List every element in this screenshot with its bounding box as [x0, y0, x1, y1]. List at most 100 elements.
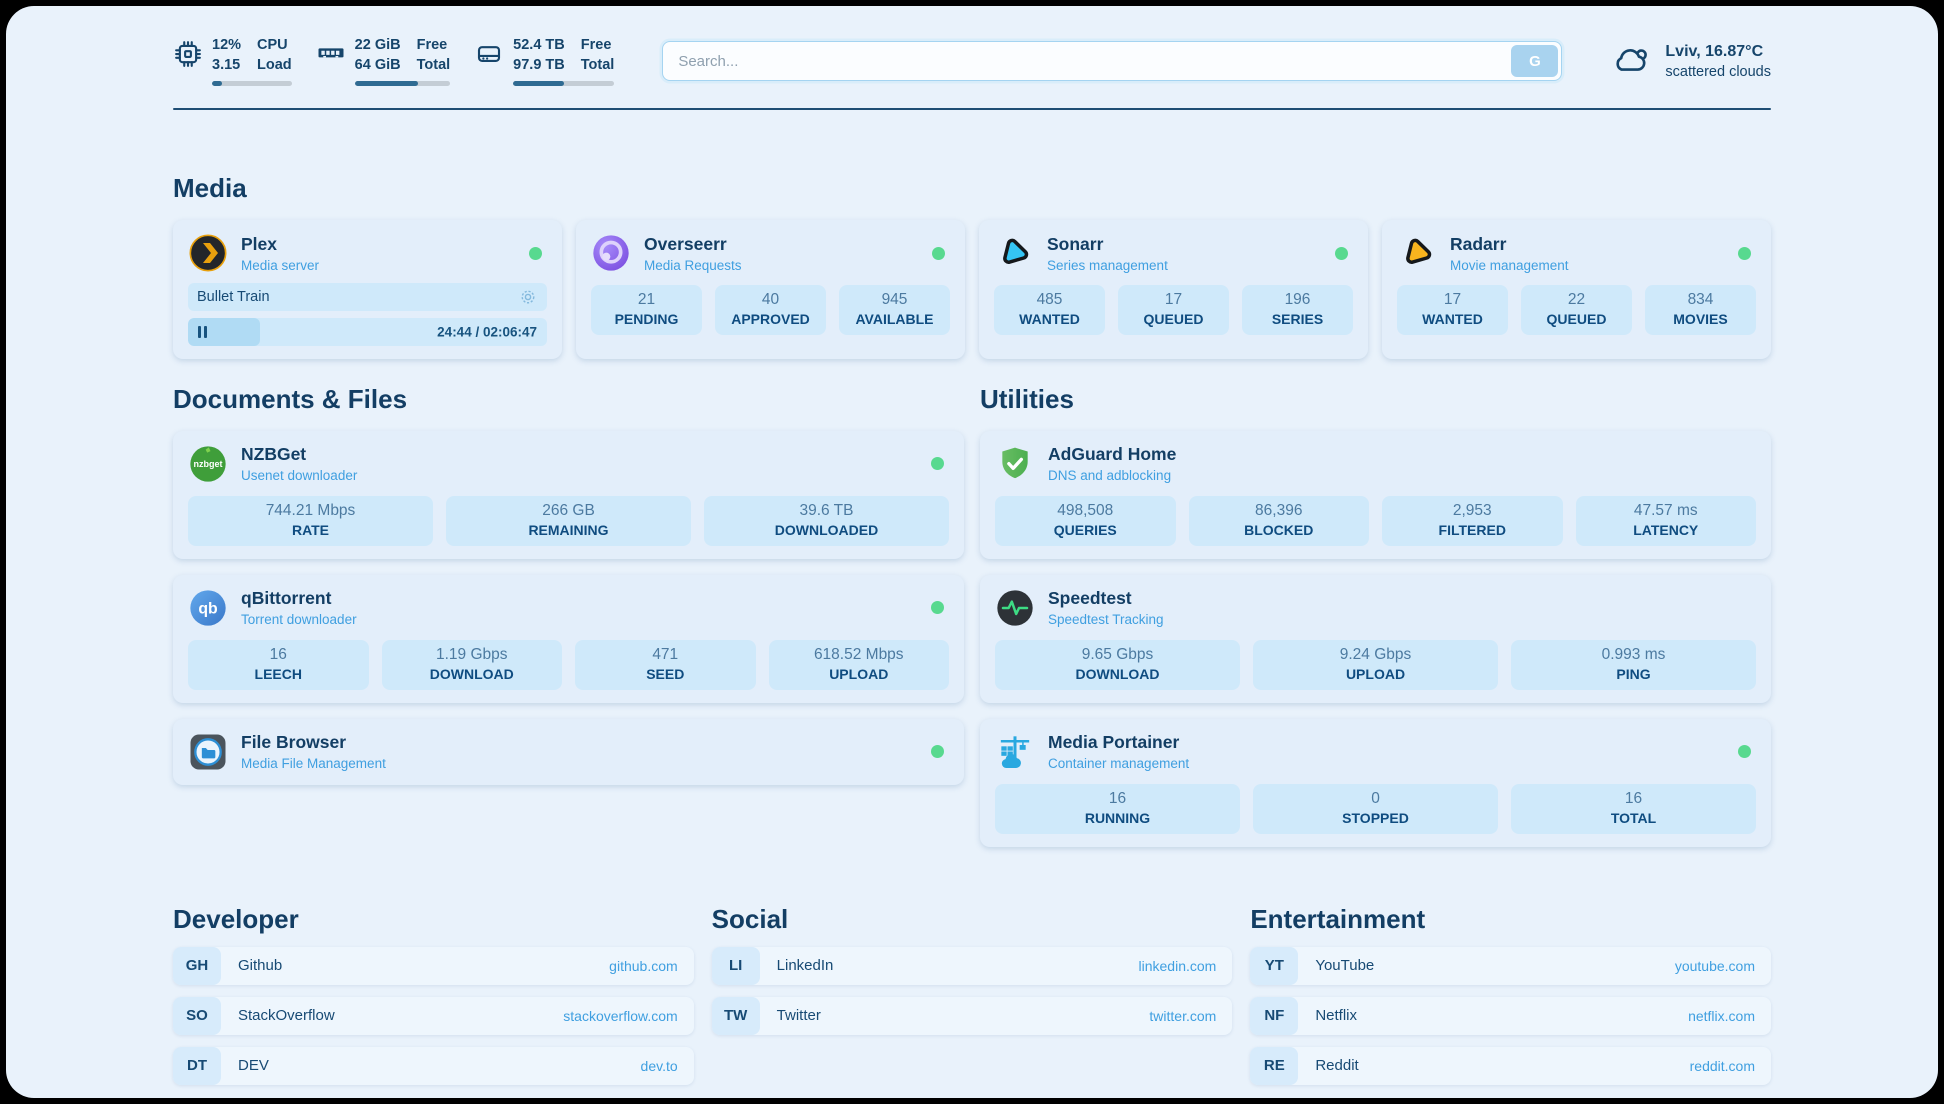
stat-upload: 9.24 Gbps UPLOAD [1253, 639, 1498, 690]
section-title-media: Media [173, 173, 247, 204]
weather-condition: scattered clouds [1665, 63, 1771, 80]
search-bar: G [662, 41, 1563, 82]
app-title: Radarr [1450, 233, 1507, 254]
stat-wanted: 485 WANTED [994, 285, 1105, 336]
nzbget-icon: nzbget [188, 444, 228, 484]
now-playing-row: Bullet Train [188, 283, 547, 312]
stat-filtered: 2,953 FILTERED [1382, 495, 1563, 546]
app-card-overseerr[interactable]: Overseerr Media Requests 21 PENDING 40 APP… [576, 220, 965, 360]
player-settings-icon[interactable] [518, 287, 538, 307]
player-progress-row: 24:44 / 02:06:47 [188, 318, 547, 347]
ram-widget: 22 GiB 64 GiB Free Total [316, 36, 451, 87]
app-subtitle: Usenet downloader [241, 468, 358, 484]
status-dot [931, 601, 944, 615]
topbar-divider [173, 108, 1771, 111]
app-subtitle: Media server [241, 257, 320, 273]
qbittorrent-icon: qb [188, 588, 228, 628]
app-title: Media Portainer [1048, 732, 1180, 753]
section-social: Social LI LinkedIn linkedin.com TW Twitt… [711, 904, 1233, 1035]
cpu-icon [173, 39, 203, 74]
stat-download: 9.65 Gbps DOWNLOAD [995, 639, 1240, 690]
app-card-adguard[interactable]: AdGuard Home DNS and adblocking 498,508 Q… [980, 430, 1771, 559]
link-url: twitter.com [1149, 1007, 1217, 1024]
section-utilities: Utilities AdGuard Home DNS and adblockin… [980, 384, 1771, 847]
link-url: stackoverflow.com [563, 1007, 678, 1024]
ram-free-label: Free [416, 37, 448, 53]
app-card-sonarr[interactable]: Sonarr Series management 485 WANTED 17 QUE… [979, 220, 1368, 360]
svg-text:qb: qb [198, 601, 218, 618]
link-name: LinkedIn [776, 957, 834, 975]
stat-available: 945 AVAILABLE [839, 285, 950, 336]
stat-downloaded: 39.6 TB DOWNLOADED [704, 495, 949, 546]
status-dot [932, 246, 945, 260]
link-youtube[interactable]: YT YouTube youtube.com [1250, 946, 1771, 985]
app-card-speedtest[interactable]: Speedtest Speedtest Tracking 9.65 Gbps DO… [980, 574, 1771, 703]
app-card-plex[interactable]: Plex Media server Bullet Train 24:44 / 0… [173, 220, 562, 360]
svg-text:nzbget: nzbget [194, 459, 223, 469]
stat-queries: 498,508 QUERIES [995, 495, 1176, 546]
filebrowser-icon [188, 732, 228, 772]
stat-upload: 618.52 Mbps UPLOAD [768, 639, 949, 690]
disk-total-label: Total [580, 56, 615, 73]
stat-leech: 16 LEECH [188, 639, 369, 690]
link-name: Netflix [1315, 1007, 1358, 1025]
search-input[interactable] [662, 41, 1563, 82]
stat-latency: 47.57 ms LATENCY [1575, 495, 1756, 546]
status-dot [931, 745, 944, 759]
app-title: NZBGet [241, 444, 307, 465]
link-name: Twitter [776, 1007, 821, 1025]
stat-seed: 471 SEED [575, 639, 756, 690]
top-bar: 12% 3.15 CPU Load 22 GiB 64 Gi [173, 36, 1771, 87]
link-badge: GH [173, 946, 221, 985]
now-playing-title: Bullet Train [197, 289, 270, 306]
pause-icon[interactable] [198, 326, 207, 339]
app-subtitle: Torrent downloader [241, 612, 357, 628]
link-twitter[interactable]: TW Twitter twitter.com [711, 996, 1233, 1035]
ram-total-label: Total [416, 56, 451, 73]
app-subtitle: Media File Management [241, 756, 386, 772]
app-card-qbittorrent[interactable]: qb qBittorrent Torrent downloader 16 LEEC… [173, 574, 964, 703]
stat-queued: 22 QUEUED [1521, 285, 1632, 336]
link-badge: TW [711, 996, 760, 1035]
link-github[interactable]: GH Github github.com [173, 946, 694, 985]
link-url: dev.to [640, 1057, 678, 1074]
app-title: Plex [241, 233, 277, 254]
link-dev[interactable]: DT DEV dev.to [173, 1046, 694, 1085]
search-engine-button[interactable]: G [1511, 45, 1559, 78]
cpu-progress-bar [212, 81, 292, 87]
ram-progress-bar [354, 81, 451, 87]
adguard-icon [995, 444, 1035, 484]
link-name: Github [238, 957, 283, 975]
cpu-load-value: 3.15 [212, 56, 241, 73]
link-badge: SO [173, 996, 221, 1035]
dashboard-root: 12% 3.15 CPU Load 22 GiB 64 Gi [6, 6, 1938, 1098]
ram-icon [316, 39, 346, 74]
status-dot [1738, 745, 1751, 759]
link-name: DEV [238, 1057, 269, 1075]
link-stackoverflow[interactable]: SO StackOverflow stackoverflow.com [173, 996, 694, 1035]
app-card-portainer[interactable]: Media Portainer Container management 16 R… [980, 718, 1771, 847]
app-card-nzbget[interactable]: nzbget NZBGet Usenet downloader 744.21 M… [173, 430, 964, 559]
disk-free-label: Free [580, 37, 612, 53]
ram-free-value: 22 GiB [354, 37, 401, 53]
app-card-filebrowser[interactable]: File Browser Media File Management [173, 718, 964, 785]
disk-widget: 52.4 TB 97.9 TB Free Total [474, 36, 615, 87]
app-card-radarr[interactable]: Radarr Movie management 17 WANTED 22 QUEUE… [1382, 220, 1771, 360]
app-subtitle: Media Requests [644, 257, 742, 273]
stat-download: 1.19 Gbps DOWNLOAD [381, 639, 562, 690]
speedtest-icon [995, 588, 1035, 628]
link-netflix[interactable]: NF Netflix netflix.com [1250, 996, 1771, 1035]
system-widgets: 12% 3.15 CPU Load 22 GiB 64 Gi [173, 36, 615, 87]
link-linkedin[interactable]: LI LinkedIn linkedin.com [711, 946, 1233, 985]
sonarr-icon [994, 233, 1034, 273]
app-subtitle: Movie management [1450, 257, 1569, 273]
stat-wanted: 17 WANTED [1397, 285, 1508, 336]
cpu-label: CPU [257, 37, 288, 53]
stat-movies: 834 MOVIES [1645, 285, 1756, 336]
weather-widget: Lviv, 16.87°C scattered clouds [1610, 38, 1771, 85]
cloud-icon [1610, 38, 1652, 85]
link-reddit[interactable]: RE Reddit reddit.com [1250, 1046, 1771, 1085]
app-subtitle: Speedtest Tracking [1048, 612, 1164, 628]
stat-remaining: 266 GB REMAINING [446, 495, 691, 546]
overseerr-icon [591, 233, 631, 273]
